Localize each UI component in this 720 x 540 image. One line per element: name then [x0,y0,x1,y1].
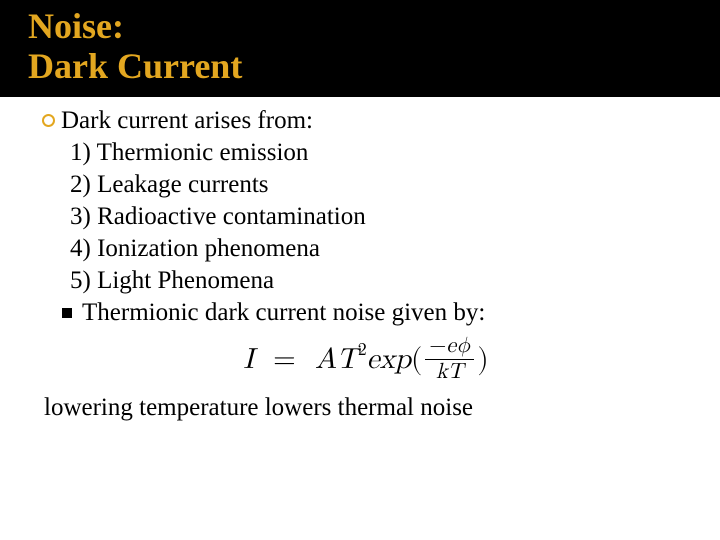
formula-eq: = [264,344,306,373]
cause-2: 2) Leakage currents [70,169,690,201]
den-k: k [436,361,448,383]
formula-denominator: kT [425,360,474,384]
lead-text: Dark current arises from: [61,105,313,137]
formula-fraction: −eϕkT [425,335,474,384]
title-line-1: Noise: [28,6,720,46]
eq-sign: = [273,344,296,373]
formula-T-power: 2 [358,342,367,359]
formula-lparen: ( [411,344,422,373]
formula-wrap: I = AT2exp(−eϕkT) [42,337,690,386]
slide-content: Dark current arises from: 1) Thermionic … [0,97,720,424]
bullet-square-icon [62,308,72,318]
cause-1: 1) Thermionic emission [70,137,690,169]
formula-A: A [315,344,337,373]
bullet-lead: Dark current arises from: [42,105,690,137]
num-e: e [446,335,456,357]
title-line-2: Dark Current [28,46,720,86]
den-T: T [448,361,464,383]
title-bar: Noise: Dark Current [0,0,720,97]
formula-lhs: I [243,344,253,373]
bullet-second: Thermionic dark current noise given by: [42,297,690,329]
formula-numerator: −eϕ [425,335,474,360]
formula-T: T [337,344,358,373]
formula-rparen: ) [477,344,488,373]
bullet-circle-icon [42,114,55,127]
formula-exp: exp [367,344,411,373]
closing-text: lowering temperature lowers thermal nois… [44,392,690,424]
cause-3: 3) Radioactive contamination [70,201,690,233]
formula: I = AT2exp(−eϕkT) [243,337,488,386]
second-bullet-text: Thermionic dark current noise given by: [82,297,485,329]
num-phi: ϕ [456,335,470,357]
num-minus: − [429,335,446,357]
cause-4: 4) Ionization phenomena [70,233,690,265]
cause-5: 5) Light Phenomena [70,265,690,297]
slide: Noise: Dark Current Dark current arises … [0,0,720,540]
